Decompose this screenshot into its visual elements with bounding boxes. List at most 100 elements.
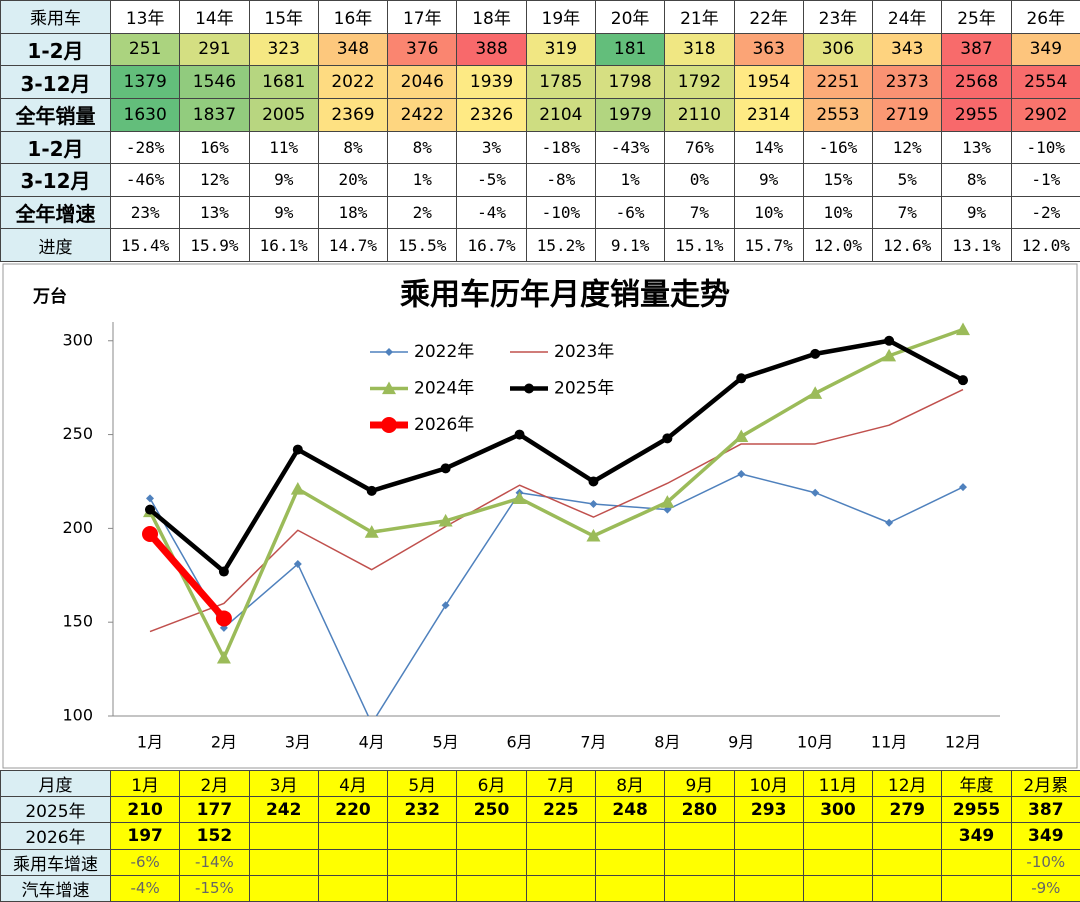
empty-cell xyxy=(387,822,458,850)
table-row: 全年销量 1630 1837 2005 2369 2422 2326 2104 1979 2110… xyxy=(0,97,1080,132)
column-header: 22年 xyxy=(733,0,804,34)
point xyxy=(438,513,453,527)
table-cell: 387 xyxy=(941,32,1012,67)
row-label: 全年销量 xyxy=(0,97,111,132)
table-cell: 12.0% xyxy=(1010,228,1080,262)
series-line xyxy=(148,338,965,574)
column-header: 19年 xyxy=(525,0,596,34)
table-cell: 76% xyxy=(664,130,735,165)
table-cell: 181 xyxy=(594,32,666,67)
table-cell: 318 xyxy=(664,32,735,67)
table-cell: 2369 xyxy=(317,97,389,132)
table-cell: 251 xyxy=(109,32,181,67)
table-row: 汽车增速 -4% -15% -9% xyxy=(0,874,1080,902)
row-label: 3-12月 xyxy=(0,65,111,99)
point xyxy=(382,381,396,395)
header-label: 乘用车 xyxy=(0,0,111,34)
column-header: 2月 xyxy=(179,769,250,798)
empty-cell xyxy=(941,874,1012,902)
column-header: 12月 xyxy=(872,769,943,798)
empty-cell xyxy=(872,822,943,850)
table-cell: 10% xyxy=(733,195,804,230)
legend-label: 2024年 xyxy=(414,379,474,399)
table-cell: 20% xyxy=(317,163,389,197)
point xyxy=(218,566,229,577)
y-tick-label: 100 xyxy=(62,706,93,725)
point xyxy=(884,335,895,346)
table-cell: 8% xyxy=(387,130,458,165)
table-cell: -10% xyxy=(1010,848,1080,876)
column-header: 1月 xyxy=(109,769,181,798)
point xyxy=(956,322,970,336)
empty-cell xyxy=(802,874,874,902)
empty-cell xyxy=(456,822,527,850)
table-row: 2025年 210 177 242 220 232 250 225 248 280 293 300 27… xyxy=(0,796,1080,824)
column-header: 3月 xyxy=(248,769,319,798)
table-cell: 3% xyxy=(456,130,527,165)
table-cell: 15.2% xyxy=(525,228,596,262)
column-header: 8月 xyxy=(594,769,666,798)
point xyxy=(589,499,598,508)
table-cell: 13% xyxy=(941,130,1012,165)
table-cell: 2314 xyxy=(733,97,804,132)
table-cell: 348 xyxy=(317,32,389,67)
table-cell: 363 xyxy=(733,32,804,67)
table-cell: 7% xyxy=(664,195,735,230)
table-cell: 280 xyxy=(664,796,735,824)
table-cell: 349 xyxy=(1010,822,1080,850)
plot-area xyxy=(142,322,970,716)
column-header: 2月累 xyxy=(1010,769,1080,798)
table-cell: 18% xyxy=(317,195,389,230)
point xyxy=(146,494,154,503)
table-cell: 232 xyxy=(387,796,458,824)
table-cell: 13.1% xyxy=(941,228,1012,262)
table-cell: 388 xyxy=(456,32,527,67)
table-cell: -46% xyxy=(109,163,181,197)
x-tick-label: 6月 xyxy=(506,733,532,752)
table-cell: 1979 xyxy=(594,97,666,132)
table-cell: 349 xyxy=(1010,32,1080,67)
table-cell: 2110 xyxy=(664,97,735,132)
point xyxy=(588,476,599,487)
table-cell: 2554 xyxy=(1010,65,1080,99)
empty-cell xyxy=(456,848,527,876)
empty-cell xyxy=(872,874,943,902)
table-cell: 23% xyxy=(109,195,181,230)
column-header: 24年 xyxy=(872,0,943,34)
point xyxy=(736,373,747,384)
table-cell: -10% xyxy=(1010,130,1080,165)
table-cell: -2% xyxy=(1010,195,1080,230)
column-header: 14年 xyxy=(179,0,250,34)
header-row: 乘用车 13年 14年 15年 16年 17年 18年 19年 20年 21年 22年 23年 24年 2… xyxy=(0,0,1080,34)
table-cell: 2046 xyxy=(387,65,458,99)
y-tick-label: 150 xyxy=(62,612,93,631)
point xyxy=(810,348,821,359)
table-cell: 2104 xyxy=(525,97,596,132)
legend-label: 2025年 xyxy=(554,379,614,399)
table-row: 进度 15.4% 15.9% 16.1% 14.7% 15.5% 16.7% 15.2% 9.1… xyxy=(0,228,1080,262)
column-header: 11月 xyxy=(802,769,874,798)
empty-cell xyxy=(733,874,804,902)
table-cell: 349 xyxy=(941,822,1012,850)
point xyxy=(959,483,967,492)
table-cell: 10% xyxy=(802,195,874,230)
table-cell: -14% xyxy=(179,848,250,876)
column-header: 4月 xyxy=(317,769,389,798)
table-cell: 242 xyxy=(248,796,319,824)
x-tick-label: 3月 xyxy=(285,733,311,752)
x-tick-label: 8月 xyxy=(654,733,680,752)
table-cell: 300 xyxy=(802,796,874,824)
chart-title: 乘用车历年月度销量走势 xyxy=(400,278,730,313)
table-cell: 279 xyxy=(872,796,943,824)
table-cell: 387 xyxy=(1010,796,1080,824)
x-tick-label: 12月 xyxy=(945,733,981,752)
table-cell: 2% xyxy=(387,195,458,230)
empty-cell xyxy=(733,848,804,876)
point xyxy=(215,610,232,627)
table-cell: -1% xyxy=(1010,163,1080,197)
row-label: 2026年 xyxy=(0,822,111,850)
empty-cell xyxy=(248,848,319,876)
x-tick-label: 10月 xyxy=(797,733,833,752)
table-cell: -16% xyxy=(802,130,874,165)
